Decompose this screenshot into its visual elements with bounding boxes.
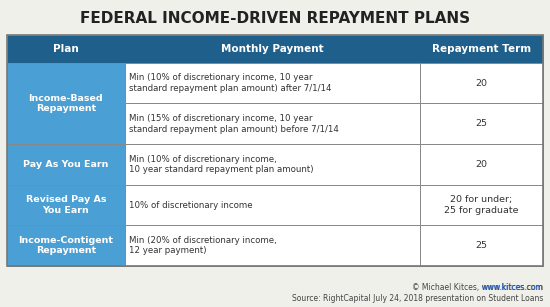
Text: Min (10% of discretionary income, 10 year
standard repayment plan amount) after : Min (10% of discretionary income, 10 yea… [129, 73, 332, 93]
Text: Pay As You Earn: Pay As You Earn [23, 160, 108, 169]
FancyBboxPatch shape [125, 103, 420, 144]
Text: Min (20% of discretionary income,
12 year payment): Min (20% of discretionary income, 12 yea… [129, 236, 277, 255]
Text: Monthly Payment: Monthly Payment [221, 44, 323, 54]
FancyBboxPatch shape [420, 185, 543, 225]
FancyBboxPatch shape [125, 185, 420, 225]
FancyBboxPatch shape [7, 185, 125, 225]
Text: Revised Pay As
You Earn: Revised Pay As You Earn [26, 195, 106, 215]
FancyBboxPatch shape [125, 225, 420, 266]
FancyBboxPatch shape [7, 63, 125, 144]
FancyBboxPatch shape [420, 103, 543, 144]
Text: 20: 20 [475, 79, 487, 88]
FancyBboxPatch shape [7, 225, 125, 266]
FancyBboxPatch shape [7, 144, 125, 185]
Text: FEDERAL INCOME-DRIVEN REPAYMENT PLANS: FEDERAL INCOME-DRIVEN REPAYMENT PLANS [80, 11, 470, 26]
Text: Plan: Plan [53, 44, 79, 54]
Text: Income-Based
Repayment: Income-Based Repayment [29, 94, 103, 113]
FancyBboxPatch shape [7, 35, 543, 63]
FancyBboxPatch shape [125, 144, 420, 185]
Text: Income-Contigent
Repayment: Income-Contigent Repayment [18, 236, 113, 255]
Text: 20 for under;
25 for graduate: 20 for under; 25 for graduate [444, 195, 519, 215]
Text: Min (10% of discretionary income,
10 year standard repayment plan amount): Min (10% of discretionary income, 10 yea… [129, 155, 314, 174]
FancyBboxPatch shape [420, 225, 543, 266]
Text: © Michael Kitces, www.kitces.com: © Michael Kitces, www.kitces.com [412, 283, 543, 292]
Text: Source: RightCapital July 24, 2018 presentation on Student Loans: Source: RightCapital July 24, 2018 prese… [292, 294, 543, 303]
Text: 25: 25 [475, 119, 487, 128]
Text: Repayment Term: Repayment Term [432, 44, 531, 54]
Text: 25: 25 [475, 241, 487, 250]
Text: 20: 20 [475, 160, 487, 169]
Text: Min (15% of discretionary income, 10 year
standard repayment plan amount) before: Min (15% of discretionary income, 10 yea… [129, 114, 339, 134]
FancyBboxPatch shape [420, 144, 543, 185]
FancyBboxPatch shape [420, 63, 543, 103]
FancyBboxPatch shape [125, 63, 420, 103]
Text: www.kitces.com: www.kitces.com [482, 283, 543, 292]
Text: 10% of discretionary income: 10% of discretionary income [129, 200, 253, 210]
